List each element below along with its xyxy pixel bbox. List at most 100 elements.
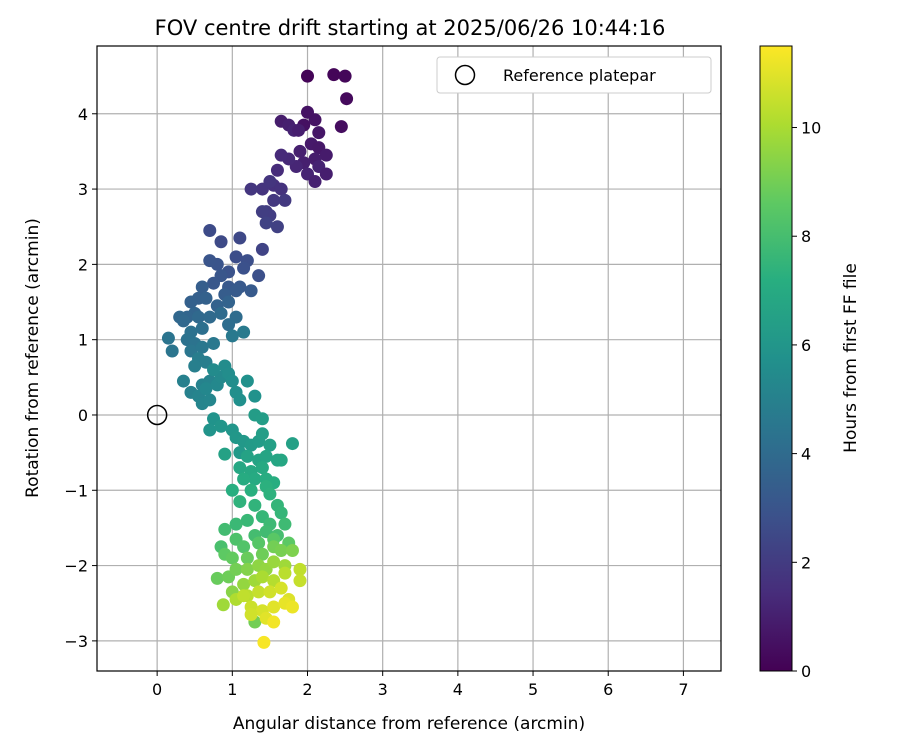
data-point [291, 123, 305, 137]
data-point [214, 235, 228, 249]
data-point [176, 374, 190, 388]
colorbar-gradient [759, 45, 793, 672]
data-point [248, 498, 262, 512]
data-point [267, 193, 281, 207]
x-tick-label: 1 [227, 680, 237, 699]
data-point [214, 419, 228, 433]
data-point [308, 175, 322, 189]
data-point [255, 570, 269, 584]
data-point [255, 547, 269, 561]
data-point [229, 517, 243, 531]
data-point [195, 280, 209, 294]
data-point [244, 608, 258, 622]
data-point [195, 340, 209, 354]
data-point [327, 68, 341, 82]
data-point [218, 447, 232, 461]
data-point [263, 585, 277, 599]
data-point [161, 331, 175, 345]
data-point [222, 295, 236, 309]
data-point [191, 310, 205, 324]
colorbar-tick-label: 0 [801, 662, 811, 681]
data-point [218, 522, 232, 536]
y-axis-label: Rotation from reference (arcmin) [23, 218, 43, 498]
data-point [214, 306, 228, 320]
data-point [240, 449, 254, 463]
data-point [274, 148, 288, 162]
data-point [165, 344, 179, 358]
x-axis-ticks: 0 1 2 3 4 5 6 7 [152, 671, 689, 699]
data-point [203, 423, 217, 437]
legend-box [436, 56, 712, 94]
data-point [237, 577, 251, 591]
colorbar-tick-label: 4 [801, 445, 811, 464]
x-tick-label: 2 [302, 680, 312, 699]
x-tick-label: 7 [678, 680, 688, 699]
data-point [233, 393, 247, 407]
x-tick-label: 4 [453, 680, 463, 699]
data-points [161, 68, 354, 649]
y-tick-label: 2 [78, 255, 88, 274]
data-point [278, 517, 292, 531]
data-point [334, 120, 348, 134]
data-point [203, 223, 217, 237]
colorbar: 0 2 4 6 8 10 Hours from first FF file [759, 45, 861, 681]
data-point [255, 412, 269, 426]
data-point [222, 318, 236, 332]
x-tick-label: 5 [528, 680, 538, 699]
data-point [240, 513, 254, 527]
data-point [267, 600, 281, 614]
grid-lines [97, 46, 721, 671]
data-point [340, 92, 354, 106]
data-point [237, 589, 251, 603]
y-tick-label: −1 [64, 481, 88, 500]
data-point [199, 382, 213, 396]
data-point [263, 438, 277, 452]
y-tick-label: −2 [64, 557, 88, 576]
x-tick-label: 6 [603, 680, 613, 699]
data-point [274, 182, 288, 196]
data-point [225, 329, 239, 343]
x-tick-label: 3 [378, 680, 388, 699]
data-point [203, 254, 217, 268]
data-point [207, 336, 221, 350]
data-point [237, 325, 251, 339]
data-point [267, 615, 281, 629]
plot-frame [96, 45, 722, 672]
data-point [255, 461, 269, 475]
data-point [210, 571, 224, 585]
x-tick-label: 0 [152, 680, 162, 699]
data-point [233, 231, 247, 245]
data-point [293, 574, 307, 588]
data-point [274, 581, 288, 595]
data-point [274, 453, 288, 467]
data-point [259, 449, 273, 463]
data-point [195, 321, 209, 335]
y-tick-label: 4 [78, 105, 88, 124]
data-point [274, 544, 288, 558]
data-point [225, 374, 239, 388]
data-point [255, 242, 269, 256]
data-point [237, 261, 251, 275]
reference-platepar-marker [146, 404, 168, 426]
data-point [233, 495, 247, 509]
data-point [285, 544, 299, 558]
data-point [244, 284, 258, 298]
data-point [274, 506, 288, 520]
data-point [293, 562, 307, 576]
data-point [257, 635, 271, 649]
data-point [203, 393, 217, 407]
data-point [216, 598, 230, 612]
data-point [255, 427, 269, 441]
data-point [263, 487, 277, 501]
data-point [229, 284, 243, 298]
data-point [188, 359, 202, 373]
y-tick-label: 0 [78, 406, 88, 425]
legend-entry-reference: Reference platepar [503, 66, 656, 85]
data-point [293, 144, 307, 158]
data-point [229, 562, 243, 576]
data-point [203, 310, 217, 324]
data-point [259, 216, 273, 230]
data-point [285, 600, 299, 614]
data-point [237, 540, 251, 554]
